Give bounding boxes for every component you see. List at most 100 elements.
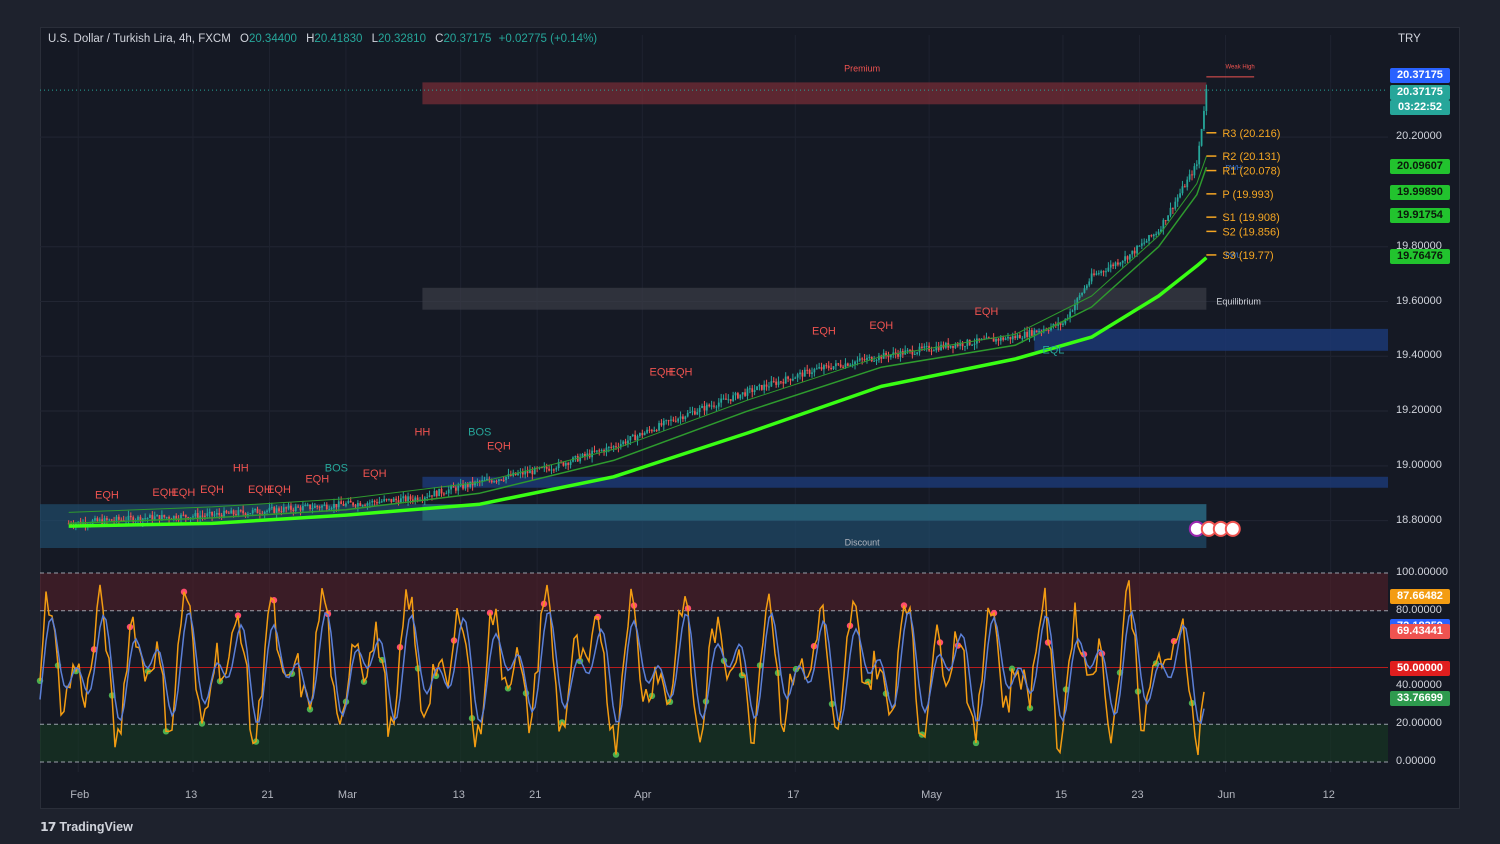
price-tick-label: 20.20000 bbox=[1396, 130, 1442, 143]
weak-high-label: Weak High bbox=[1225, 65, 1254, 71]
candle-body bbox=[703, 406, 706, 411]
candle-body bbox=[887, 355, 890, 358]
candle-body bbox=[557, 461, 560, 469]
candle-body bbox=[684, 416, 687, 420]
candle-body bbox=[741, 392, 744, 395]
candle-body bbox=[129, 515, 132, 518]
candle-body bbox=[469, 481, 472, 487]
symbol-name[interactable]: U.S. Dollar / Turkish Lira, 4h, FXCM bbox=[48, 33, 231, 45]
structure-label: EQH bbox=[171, 487, 195, 499]
candle-body bbox=[780, 381, 782, 383]
candle-body bbox=[414, 497, 417, 501]
candle-body bbox=[679, 416, 682, 419]
candle-body bbox=[682, 416, 684, 420]
candle-body bbox=[347, 500, 350, 504]
open-label: O bbox=[239, 33, 249, 45]
candle-body bbox=[921, 346, 923, 348]
candle-body bbox=[163, 514, 166, 518]
candle-body bbox=[846, 363, 849, 366]
candle-body bbox=[531, 470, 534, 475]
price-tick-label: 18.80000 bbox=[1396, 513, 1442, 526]
structure-label: EQH bbox=[267, 484, 291, 496]
candle-body bbox=[194, 513, 197, 517]
candle-body bbox=[433, 490, 436, 497]
candle-body bbox=[1002, 337, 1005, 340]
candle-body bbox=[263, 511, 266, 515]
candle-body bbox=[650, 430, 653, 432]
structure-label: BOS bbox=[468, 427, 491, 439]
candle-body bbox=[330, 508, 333, 510]
candle-body bbox=[445, 493, 448, 495]
candle-body bbox=[285, 507, 288, 509]
candle-body bbox=[149, 514, 151, 518]
zone-label-equilibrium: Equilibrium bbox=[1216, 297, 1261, 307]
candle-body bbox=[457, 485, 460, 491]
candle-body bbox=[299, 507, 302, 511]
candle-body bbox=[1076, 298, 1079, 305]
candle-body bbox=[1074, 304, 1076, 311]
candle-body bbox=[629, 436, 632, 441]
candle-body bbox=[796, 374, 799, 378]
candle-body bbox=[388, 498, 390, 500]
candle-body bbox=[670, 419, 672, 421]
pivot-label: S2 (19.856) bbox=[1222, 226, 1279, 238]
candle-body bbox=[447, 489, 450, 494]
candle-body bbox=[756, 386, 758, 391]
candle-body bbox=[1160, 229, 1162, 232]
candle-body bbox=[1174, 201, 1177, 209]
candle-body bbox=[643, 432, 646, 436]
oscillator-value-tag: 87.66482 bbox=[1390, 589, 1450, 605]
candle-body bbox=[564, 463, 567, 466]
candle-body bbox=[875, 359, 878, 361]
candle-body bbox=[541, 467, 543, 469]
overbought-zone bbox=[40, 573, 1388, 611]
candle-body bbox=[242, 510, 245, 514]
candle-body bbox=[249, 513, 252, 515]
candle-body bbox=[402, 496, 405, 499]
candle-body bbox=[450, 486, 452, 490]
candle-body bbox=[1071, 310, 1074, 312]
candle-body bbox=[313, 505, 316, 508]
structure-label: EQH bbox=[487, 440, 511, 452]
currency-label[interactable]: TRY bbox=[1398, 33, 1421, 45]
candle-body bbox=[1126, 256, 1129, 260]
candle-body bbox=[211, 511, 213, 516]
candle-body bbox=[404, 496, 407, 502]
oversold-zone bbox=[40, 724, 1388, 762]
candle-body bbox=[1083, 288, 1086, 293]
candle-body bbox=[1004, 338, 1007, 340]
candle-body bbox=[1021, 338, 1024, 340]
candle-body bbox=[830, 367, 833, 370]
candle-body bbox=[94, 518, 96, 521]
tradingview-logo[interactable]: 17 TradingView bbox=[40, 819, 133, 834]
time-tick-label: 15 bbox=[1054, 789, 1068, 801]
candle-body bbox=[598, 450, 601, 452]
candle-body bbox=[648, 429, 651, 431]
price-tick-label: 19.20000 bbox=[1396, 404, 1442, 417]
candle-body bbox=[698, 407, 701, 413]
candle-body bbox=[517, 473, 519, 476]
candle-body bbox=[892, 352, 895, 355]
candle-body bbox=[251, 510, 254, 514]
candle-body bbox=[1102, 271, 1105, 273]
candle-body bbox=[380, 501, 383, 503]
structure-label: EQH bbox=[869, 320, 893, 332]
candle-body bbox=[909, 349, 911, 351]
time-tick-label: 21 bbox=[529, 789, 542, 801]
candle-body bbox=[1176, 197, 1179, 202]
zone-label-discount: Discount bbox=[845, 537, 881, 547]
structure-label: EQL bbox=[1042, 345, 1064, 357]
candle-body bbox=[653, 430, 656, 432]
candle-body bbox=[175, 515, 178, 520]
candle-body bbox=[1069, 311, 1072, 319]
candle-body bbox=[1205, 89, 1208, 111]
candle-body bbox=[383, 499, 386, 502]
candle-body bbox=[325, 504, 328, 510]
candle-body bbox=[1047, 330, 1050, 332]
candle-body bbox=[199, 515, 202, 519]
candle-body bbox=[658, 423, 660, 431]
candle-body bbox=[464, 483, 467, 489]
candle-body bbox=[323, 504, 326, 506]
candle-body bbox=[481, 480, 484, 482]
